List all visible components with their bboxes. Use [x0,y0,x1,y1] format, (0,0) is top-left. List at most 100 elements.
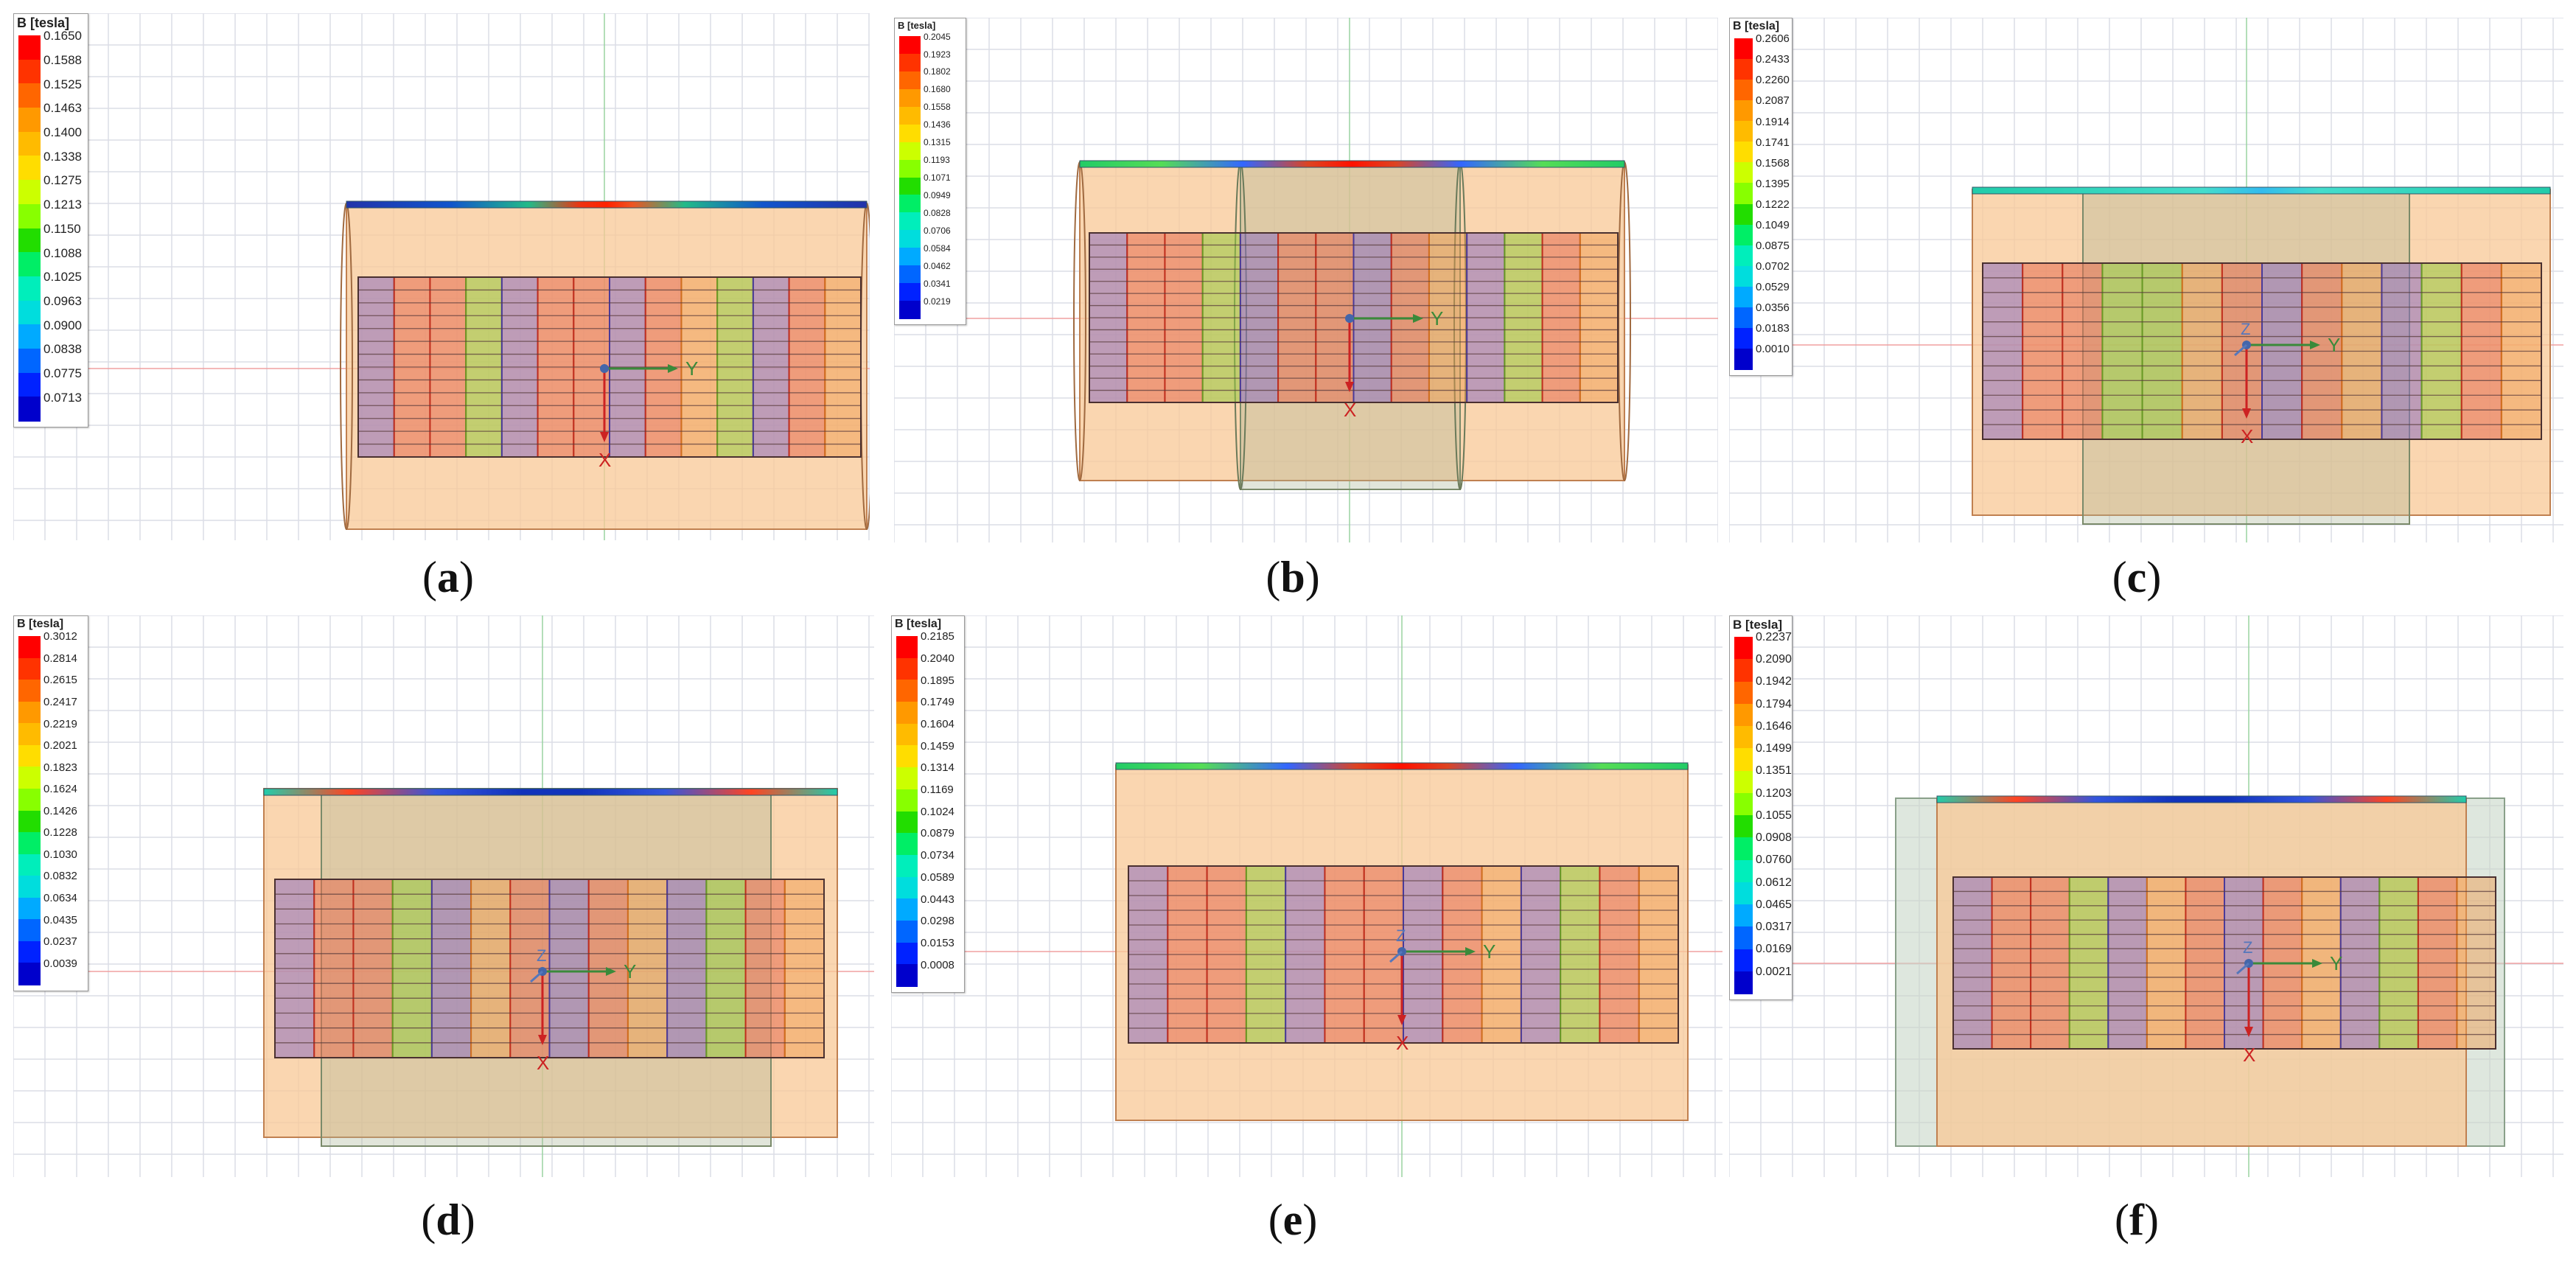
legend-value: 0.2814 [43,652,77,665]
legend-value: 0.2045 [924,31,951,42]
legend-swatch [896,680,918,702]
legend-swatch [18,300,41,325]
legend-swatch [1734,245,1753,267]
magnet-outline [1982,262,2542,440]
legend-value: 0.0734 [921,849,954,862]
x-axis-label: X [1396,1032,1409,1054]
legend-value: 0.1823 [43,761,77,774]
legend-swatch [1734,265,1753,287]
caption-letter-b: b [1280,553,1305,601]
legend-value: 0.2040 [921,652,954,665]
legend-swatch [1734,659,1753,682]
legend-swatch [899,301,921,319]
legend-a: B [tesla] 0.1650 0.1588 0.1525 0.1463 0.1400 0… [13,13,88,427]
legend-value: 0.1049 [1756,218,1790,231]
z-axis-arrow [1389,950,1403,963]
legend-value: 0.1024 [921,805,954,818]
legend-value: 0.1741 [1756,136,1790,149]
legend-swatch [1734,681,1753,705]
x-axis-label: X [598,449,611,471]
legend-swatch [896,657,918,680]
legend-swatch [1734,80,1753,101]
legend-b: B [tesla] 0.2045 0.1923 0.1802 0.1680 0.1558 0… [894,18,966,325]
legend-value: 0.0529 [1756,281,1790,293]
legend-value: 0.1646 [1756,719,1792,733]
legend-value: 0.0021 [1756,965,1792,978]
legend-value: 0.1351 [1756,764,1792,778]
legend-value: 0.1650 [43,29,82,43]
legend-value: 0.1275 [43,173,82,188]
legend-swatch [896,920,918,943]
magnet-outline [1128,865,1679,1044]
legend-swatch [1734,726,1753,749]
legend-swatch [18,680,41,702]
legend-value: 0.2090 [1756,653,1792,666]
legend-swatch [899,195,921,213]
y-axis-arrowhead [606,967,616,976]
legend-swatch [18,35,41,60]
legend-swatch [18,854,41,876]
legend-value: 0.1228 [43,826,77,840]
y-axis-arrowhead [1465,947,1476,956]
legend-value: 0.1499 [1756,742,1792,755]
legend-swatch [896,723,918,746]
legend-swatch [1734,59,1753,80]
legend-f: B [tesla] 0.2237 0.2090 0.1942 0.1794 0.1646 0… [1729,615,1793,1000]
legend-swatch [1734,224,1753,246]
legend-title: B [tesla] [17,618,64,630]
legend-value: 0.0838 [43,342,82,357]
legend-value: 0.2237 [1756,630,1792,643]
legend-swatch [899,283,921,301]
legend-value: 0.1338 [43,149,82,164]
caption-letter-a: a [437,553,459,601]
coordinate-axes: YX [1344,307,1443,421]
legend-value: 0.1203 [1756,786,1792,800]
legend-swatch [18,228,41,253]
legend-value: 0.0702 [1756,259,1790,273]
legend-title: B [tesla] [17,15,70,30]
legend-value: 0.1459 [921,739,954,753]
panel-d-viewport: Y X Z B [tesla] 0.3012 0.2814 0.2615 0.2417 0.2… [13,615,874,1177]
legend-value: 0.3012 [43,630,77,643]
field-plot-a: YX [13,13,870,540]
legend-swatch [18,919,41,942]
legend-value: 0.1436 [924,119,951,130]
legend-value: 0.0465 [1756,898,1792,911]
legend-swatch [899,124,921,143]
z-axis-arrow [530,970,543,983]
legend-swatch [18,876,41,898]
magnet-outline [1952,876,2496,1050]
legend-value: 0.1680 [924,84,951,95]
legend-value: 0.0760 [1756,854,1792,867]
air-gap-field-bar [1115,762,1689,770]
legend-title: B [tesla] [898,20,936,31]
legend-value: 0.0634 [43,892,77,904]
legend-value: 0.1150 [43,221,81,236]
magnet-outline [274,879,825,1058]
magnet-outline [357,276,862,458]
legend-value: 0.0949 [924,190,951,201]
legend-value: 0.0443 [921,893,954,906]
legend-swatch [18,372,41,397]
legend-title: B [tesla] [1733,618,1783,632]
legend-swatch [1734,748,1753,771]
legend-swatch [1734,971,1753,994]
legend-swatch [1734,162,1753,184]
legend-value: 0.0706 [924,225,951,236]
legend-value: 0.0010 [1756,343,1790,356]
legend-swatch [18,180,41,205]
x-axis-arrowhead [538,1035,547,1045]
y-axis-label: Y [1483,940,1495,963]
x-axis-arrowhead [600,432,609,442]
legend-value: 0.0713 [43,390,82,405]
legend-swatch [1734,637,1753,660]
magnet-outline [1089,232,1619,403]
air-gap-field-bar [1936,795,2467,803]
legend-swatch [899,53,921,72]
legend-value: 0.0875 [1756,239,1790,252]
air-gap-field-bar [1972,186,2551,195]
legend-value: 0.1802 [924,66,951,77]
air-gap-field-bar [263,788,838,796]
legend-swatch [1734,348,1753,370]
coordinate-axes: Y X Z [530,946,636,1074]
